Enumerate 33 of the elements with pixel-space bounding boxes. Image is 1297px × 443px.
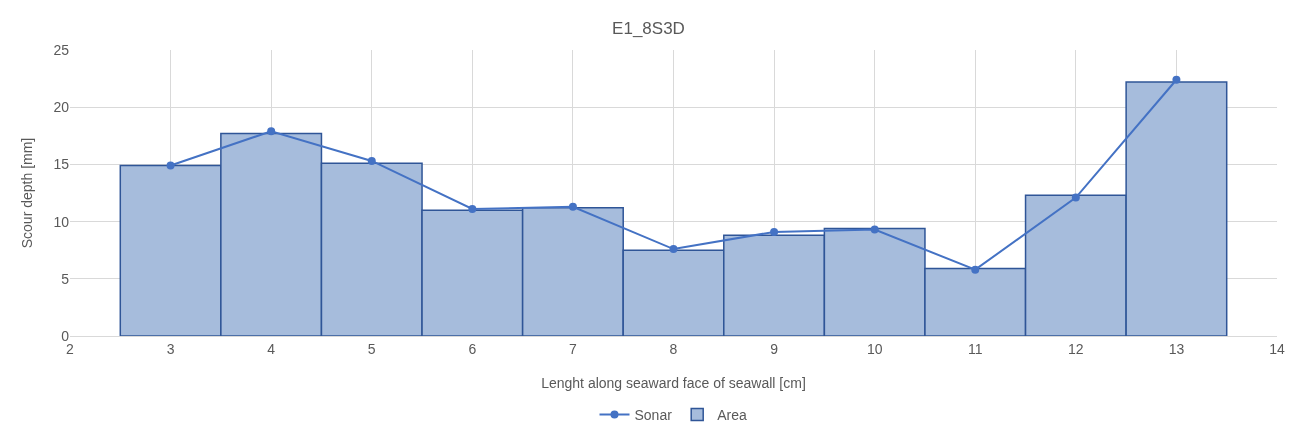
y-tick-label: 25 [53,41,70,58]
point [367,156,376,165]
y-tick-label: 20 [53,99,70,116]
x-tick-label: 9 [770,340,779,357]
legend-label: Area [717,406,747,423]
x-tick-label: 5 [367,340,376,357]
y-tick-label: 5 [61,270,70,287]
point [870,225,879,234]
y-tick-label: 15 [53,156,70,173]
x-tick-label: 8 [669,340,678,357]
y-tick-label: 10 [53,213,70,230]
x-tick-label: 14 [1269,340,1285,357]
x-tick-label: 10 [866,340,883,357]
y-axis-title: Scour depth [mm] [19,137,35,249]
chart-title: E1_8S3D [612,19,685,39]
point [669,245,678,254]
x-tick-label: 12 [1068,340,1084,357]
x-tick-label: 11 [967,340,983,357]
point [971,265,980,274]
x-tick-label: 7 [569,340,578,357]
legend-label: Sonar [634,406,673,423]
point [1071,193,1080,202]
point [1172,75,1181,84]
point [267,127,276,136]
point [166,161,175,170]
point [770,227,779,236]
x-tick-label: 13 [1168,340,1185,357]
x-axis-title: Lenght along seaward face of seawall [cm] [541,375,806,391]
point [568,202,577,211]
x-tick-label: 3 [166,340,175,357]
x-tick-label: 6 [468,340,477,357]
point [468,205,477,214]
x-tick-label: 4 [267,340,276,357]
